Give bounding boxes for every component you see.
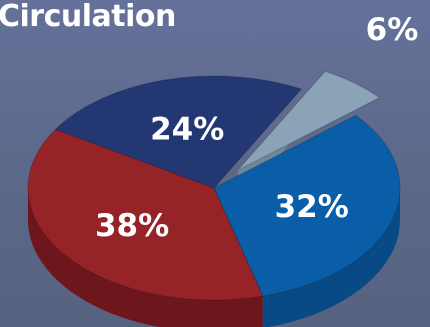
slice-label-38pct: 38% [95, 208, 169, 244]
slice-label-6pct: 6% [366, 12, 419, 48]
slice-6pct [237, 70, 381, 171]
slice-24pct [54, 75, 303, 189]
slice-label-24pct: 24% [150, 112, 224, 148]
slice-32pct [213, 114, 401, 297]
chart-title: Circulation [0, 0, 176, 34]
slice-38pct [27, 128, 264, 301]
slice-side-32pct [262, 188, 400, 327]
slice-label-32pct: 32% [275, 189, 349, 225]
slice-side-38pct [28, 188, 263, 327]
